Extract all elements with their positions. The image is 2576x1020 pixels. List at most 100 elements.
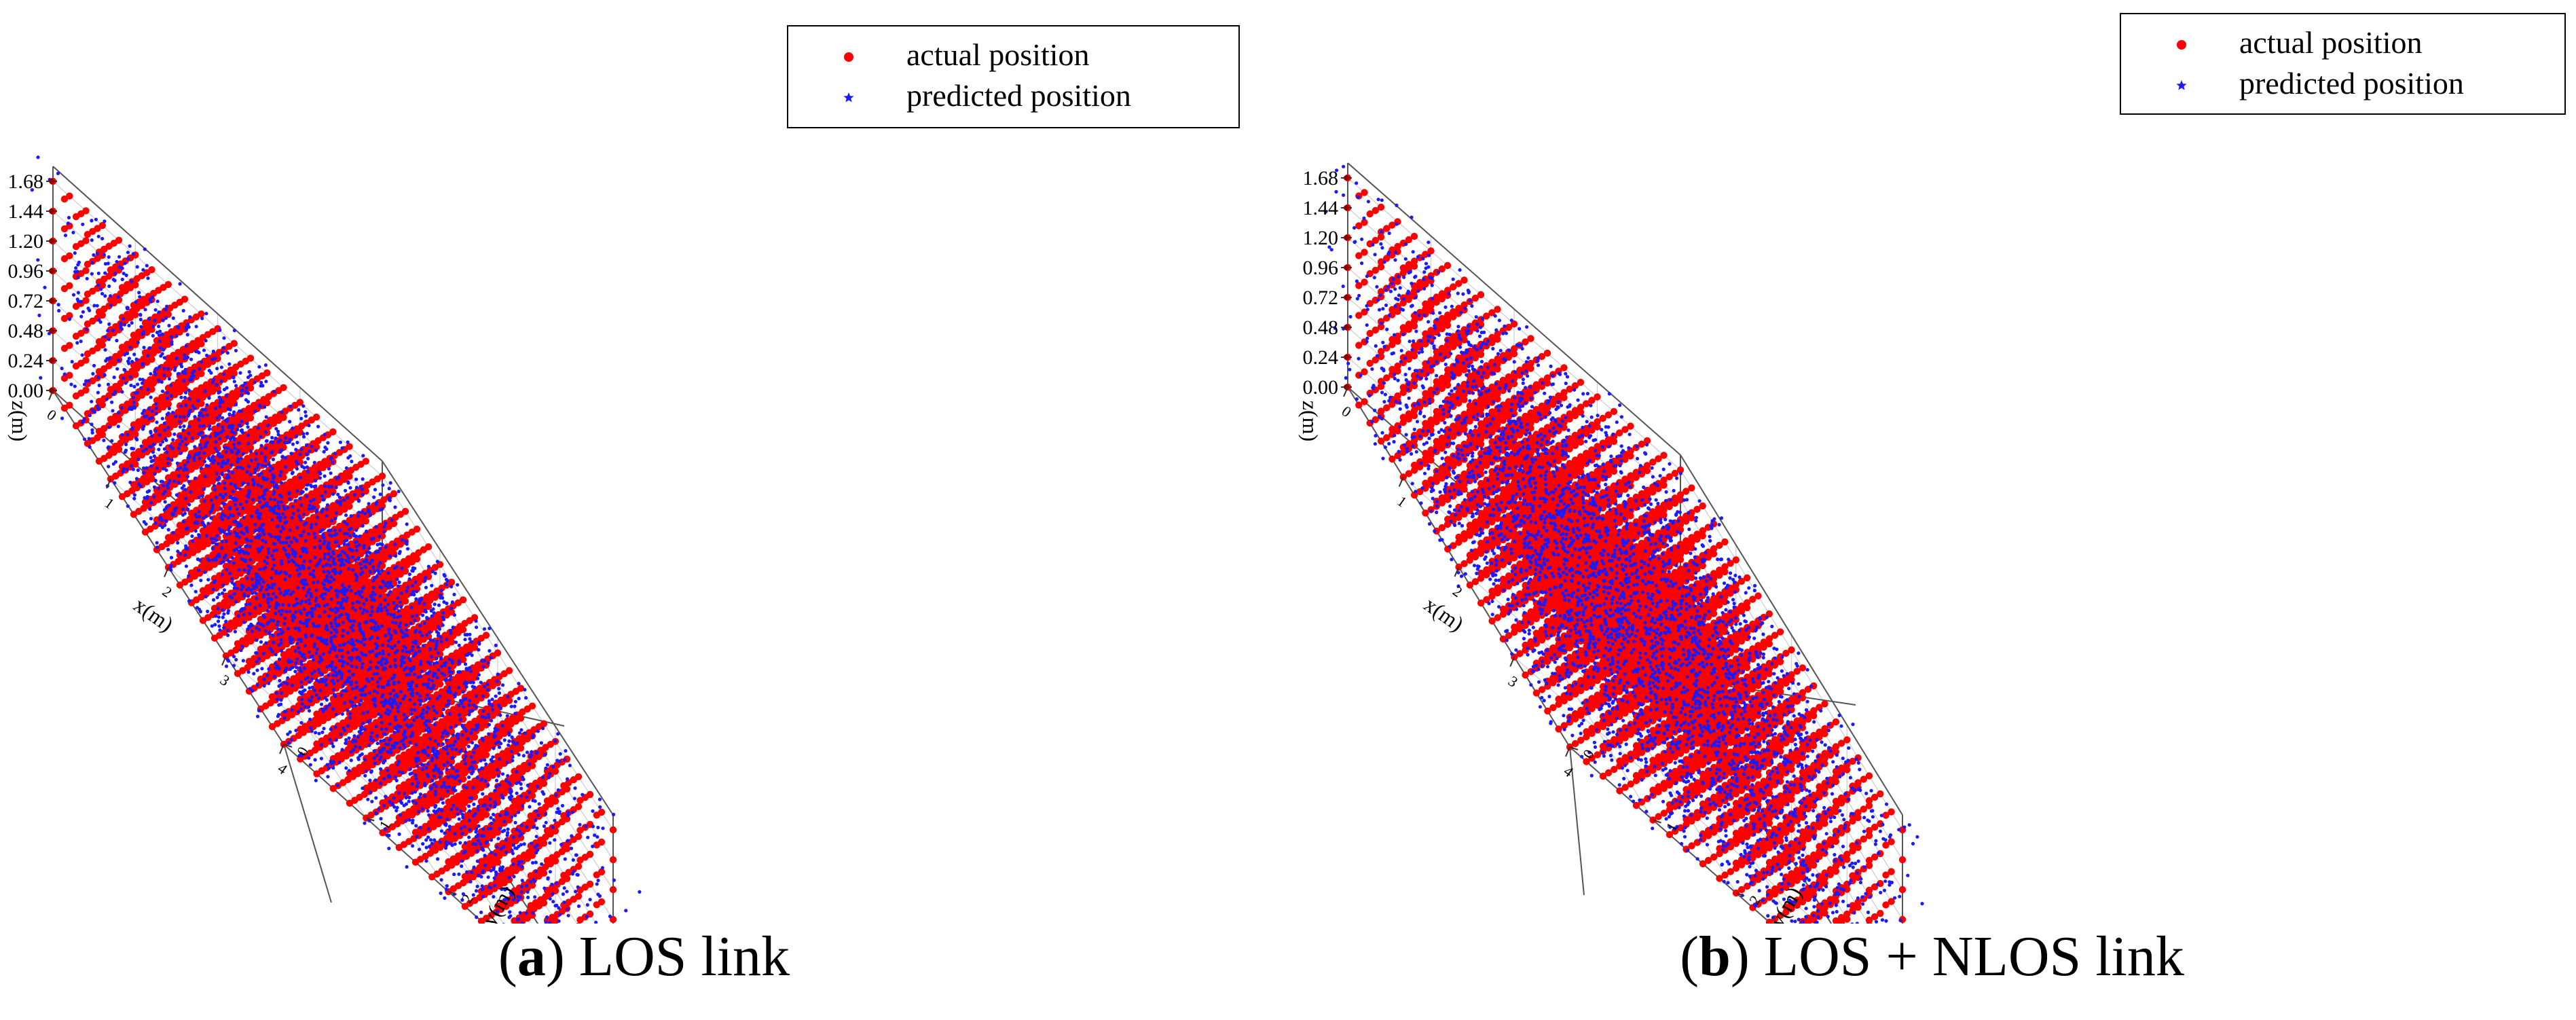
data-point-predicted [456, 583, 460, 587]
data-point-predicted [475, 884, 479, 888]
data-point-predicted [445, 767, 449, 771]
data-point-predicted [428, 737, 433, 741]
data-point-predicted [354, 578, 358, 582]
data-point-predicted [392, 673, 397, 677]
data-point-predicted [486, 875, 490, 879]
data-point-predicted [410, 691, 414, 695]
data-point-predicted [496, 767, 500, 772]
data-point-predicted [526, 890, 530, 894]
data-point-predicted [358, 702, 362, 706]
data-point-predicted [344, 741, 348, 745]
data-point-predicted [422, 782, 426, 786]
data-point-predicted [608, 914, 612, 918]
data-point-predicted [553, 904, 557, 908]
data-point-predicted [362, 602, 366, 606]
data-point-predicted [463, 633, 467, 637]
data-point-predicted [454, 640, 458, 644]
data-point-predicted [556, 788, 560, 792]
data-point-predicted [373, 642, 378, 646]
data-point-actual [98, 431, 106, 439]
data-point-predicted [512, 875, 516, 879]
data-point-predicted [415, 715, 419, 719]
data-point-predicted [367, 743, 371, 748]
data-point-predicted [498, 757, 502, 761]
data-point-predicted [458, 841, 462, 845]
data-point-predicted [496, 773, 500, 778]
data-point-predicted [496, 837, 500, 841]
data-point-predicted [373, 778, 378, 782]
data-point-predicted [542, 824, 547, 828]
data-point-predicted [467, 818, 472, 823]
data-point-predicted [439, 640, 443, 644]
data-point-predicted [490, 718, 494, 723]
data-point-predicted [430, 614, 434, 618]
data-point-predicted [449, 807, 454, 812]
data-point-predicted [466, 737, 470, 741]
data-point-predicted [378, 603, 383, 607]
data-point-predicted [570, 834, 574, 838]
data-point-predicted [473, 746, 477, 750]
data-point-predicted [513, 699, 518, 704]
data-point-predicted [307, 709, 312, 713]
data-point-predicted [546, 877, 550, 881]
data-point-predicted [393, 542, 397, 546]
data-point-predicted [394, 554, 398, 558]
data-point-predicted [380, 606, 384, 611]
data-point-predicted [365, 553, 369, 558]
data-point-predicted [379, 755, 383, 759]
data-point-predicted [534, 851, 538, 855]
data-point-predicted [459, 809, 463, 814]
data-point-predicted [481, 894, 485, 898]
data-point-predicted [461, 816, 465, 820]
data-point-predicted [441, 746, 445, 750]
data-point-predicted [439, 891, 443, 895]
data-point-predicted [339, 693, 344, 697]
data-point-predicted [468, 699, 472, 703]
data-point-predicted [352, 619, 356, 623]
data-point-predicted [420, 807, 424, 811]
data-point-predicted [365, 710, 370, 714]
data-point-predicted [408, 772, 412, 776]
data-point-actual [176, 298, 183, 306]
data-point-predicted [432, 774, 437, 778]
data-point-predicted [471, 814, 476, 818]
data-point-predicted [365, 598, 369, 602]
data-point-predicted [564, 749, 568, 753]
data-point-predicted [393, 657, 397, 662]
data-point-predicted [497, 704, 501, 708]
data-point-predicted [314, 731, 318, 735]
data-point-predicted [386, 612, 390, 616]
data-point-predicted [498, 783, 502, 787]
data-point-predicted [303, 705, 307, 709]
data-point-predicted [548, 771, 552, 776]
data-point-predicted [555, 881, 559, 886]
data-point-predicted [560, 803, 565, 807]
data-point-predicted [392, 796, 396, 800]
data-point-predicted [422, 763, 426, 767]
data-point-predicted [395, 805, 399, 809]
data-point-predicted [492, 746, 496, 750]
data-point-predicted [422, 721, 426, 725]
data-point-predicted [464, 761, 468, 766]
data-point-predicted [457, 686, 461, 690]
data-point-predicted [521, 776, 525, 780]
data-point-predicted [455, 733, 459, 737]
data-point-predicted [372, 672, 376, 676]
data-point-predicted [482, 834, 486, 838]
data-point-predicted [464, 754, 468, 759]
data-point-predicted [392, 689, 396, 693]
data-point-predicted [439, 656, 443, 660]
data-point-predicted [458, 717, 462, 722]
data-point-actual [609, 856, 617, 864]
scatter3d-plot-a: 0.000.240.480.720.961.201.441.6801234012… [7, 25, 1240, 924]
data-point-predicted [348, 716, 352, 720]
data-point-predicted [433, 723, 437, 727]
data-point-predicted [566, 777, 570, 781]
data-point-predicted [467, 776, 471, 780]
data-point-actual [72, 362, 80, 370]
data-point-predicted [433, 602, 437, 606]
data-point-actual [362, 517, 369, 525]
data-point-actual [72, 392, 80, 400]
data-point-predicted [387, 653, 391, 657]
data-point-predicted [553, 838, 557, 842]
